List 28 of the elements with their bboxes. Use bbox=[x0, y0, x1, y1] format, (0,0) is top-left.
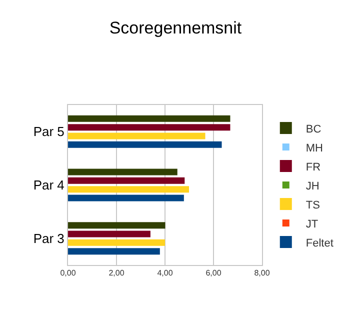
chart-title: Scoregennemsnit bbox=[109, 18, 242, 38]
x-tick-label: 4,00 bbox=[157, 268, 174, 278]
x-tick-label: 8,00 bbox=[254, 268, 270, 278]
legend-label: FR bbox=[306, 161, 321, 174]
bar bbox=[68, 115, 230, 122]
bar bbox=[68, 124, 230, 131]
bar bbox=[68, 230, 150, 238]
bar bbox=[68, 222, 166, 229]
x-tick-label: 2,00 bbox=[108, 268, 125, 278]
legend-label: BC bbox=[306, 123, 322, 136]
y-tick-label: Par 4 bbox=[33, 178, 64, 193]
bar bbox=[68, 248, 160, 255]
bar bbox=[68, 239, 165, 246]
y-tick-label: Par 5 bbox=[33, 124, 64, 140]
bar bbox=[68, 168, 178, 176]
x-tick-label: 6,00 bbox=[206, 268, 222, 278]
bar bbox=[68, 141, 222, 148]
bar bbox=[68, 186, 190, 193]
legend-label: Feltet bbox=[306, 237, 334, 250]
bar bbox=[68, 177, 185, 184]
bar bbox=[68, 194, 184, 202]
legend-label: JH bbox=[306, 180, 320, 192]
legend-label: MH bbox=[306, 142, 324, 154]
legend-label: JT bbox=[306, 218, 318, 230]
x-tick-label: 0,00 bbox=[60, 268, 76, 278]
bar bbox=[68, 132, 206, 140]
y-tick-label: Par 3 bbox=[33, 230, 64, 246]
legend-label: TS bbox=[306, 199, 320, 212]
